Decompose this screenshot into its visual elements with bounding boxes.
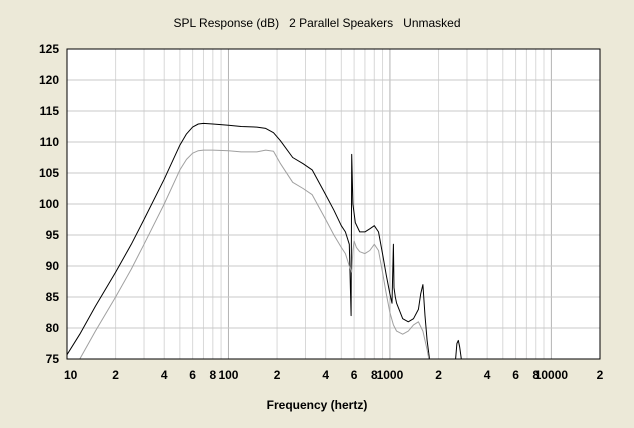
y-axis-ticks: 75 80 85 90 95 100 105 110 115 120 125 (39, 42, 59, 366)
y-tick-label: 110 (40, 135, 60, 149)
y-tick-label: 115 (40, 104, 60, 118)
series-line-2 (455, 339, 462, 359)
x-tick-label: 4 (322, 368, 329, 382)
y-tick-label: 105 (39, 166, 59, 180)
x-tick-label: 100 (218, 368, 238, 382)
y-tick-label: 125 (39, 42, 59, 56)
x-tick-label: 6 (351, 368, 358, 382)
x-tick-label: 2 (435, 368, 442, 382)
y-tick-label: 80 (46, 321, 60, 335)
x-tick-label: 10000 (535, 368, 569, 382)
x-tick-label: 6 (189, 368, 196, 382)
x-tick-label: 2 (274, 368, 281, 382)
x-tick-label: 4 (484, 368, 491, 382)
y-tick-label: 85 (46, 290, 60, 304)
x-tick-label: 6 (512, 368, 519, 382)
y-tick-label: 95 (46, 228, 60, 242)
y-tick-label: 120 (39, 73, 59, 87)
x-tick-label: 10 (64, 368, 78, 382)
x-tick-label: 2 (597, 368, 604, 382)
series-line-1 (67, 122, 431, 359)
x-tick-label: 8 (371, 368, 378, 382)
x-axis-label: Frequency (hertz) (266, 398, 368, 412)
plot-border (66, 48, 601, 360)
x-tick-label: 2 (112, 368, 119, 382)
x-tick-label: 1000 (377, 368, 404, 382)
y-tick-label: 90 (46, 259, 60, 273)
grid-lines (67, 49, 600, 359)
series-line-3 (79, 149, 430, 359)
y-tick-label: 100 (39, 197, 59, 211)
x-tick-label: 8 (532, 368, 539, 382)
x-tick-label: 8 (209, 368, 216, 382)
y-tick-label: 75 (46, 352, 60, 366)
chart-title: SPL Response (dB) 2 Parallel Speakers Un… (173, 16, 461, 30)
x-tick-label: 4 (161, 368, 168, 382)
series-layer (67, 122, 462, 359)
